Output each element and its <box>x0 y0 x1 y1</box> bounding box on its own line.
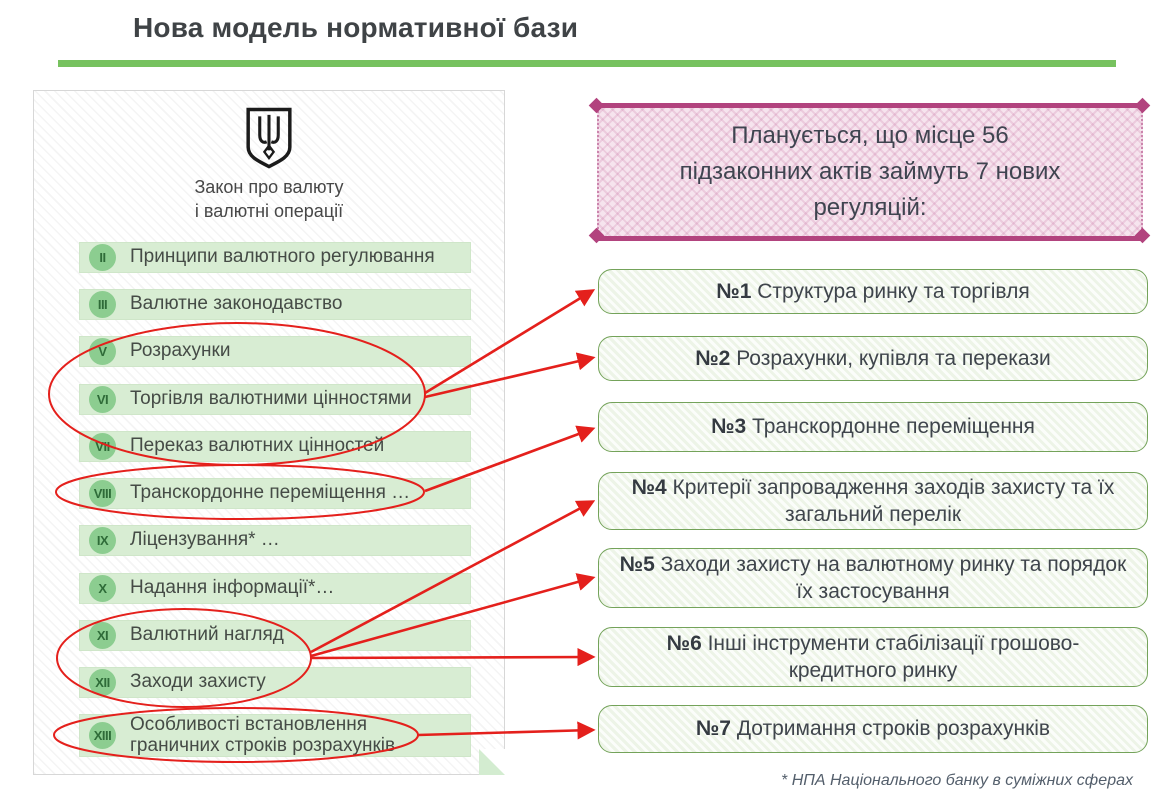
law-item-label: Валютний нагляд <box>130 624 284 646</box>
numeral-badge: VIII <box>89 480 116 507</box>
regulation-label: Дотримання строків розрахунків <box>736 717 1051 741</box>
law-item-xiii: XIII Особливості встановлення граничних … <box>79 714 471 757</box>
numeral-badge: XIII <box>89 722 116 749</box>
regulation-number: №7 <box>695 717 731 741</box>
title-underline <box>58 60 1116 67</box>
law-panel: Закон про валюту і валютні операції II П… <box>33 90 505 775</box>
regulation-number: №6 <box>666 631 702 655</box>
law-item-label: Заходи захисту <box>130 671 266 693</box>
law-item-label: Надання інформації*… <box>130 577 335 599</box>
regulation-number: №5 <box>619 552 655 576</box>
law-item-iii: III Валютне законодавство <box>79 289 471 320</box>
numeral-badge: VI <box>89 386 116 413</box>
regulation-box-3: №3 Транскордонне переміщення <box>598 402 1148 452</box>
law-item-ix: IX Ліцензування* … <box>79 525 471 556</box>
regulation-label: Інші інструменти стабілізації грошово-кр… <box>707 631 1080 682</box>
numeral-badge: VII <box>89 433 116 460</box>
law-item-label: Принципи валютного регулювання <box>130 246 435 268</box>
law-item-label: Розрахунки <box>130 340 231 362</box>
law-item-label: Переказ валютних цінностей <box>130 435 385 457</box>
law-item-ii: II Принципи валютного регулювання <box>79 242 471 273</box>
law-item-v: V Розрахунки <box>79 336 471 367</box>
regulation-label: Розрахунки, купівля та перекази <box>736 346 1051 370</box>
law-item-label: Особливості встановлення граничних строк… <box>130 713 396 756</box>
law-item-label: Ліцензування* … <box>130 529 280 551</box>
page-title: Нова модель нормативної бази <box>133 12 579 43</box>
numeral-badge: II <box>89 244 116 271</box>
footnote: * НПА Національного банку в суміжних сфе… <box>781 772 1133 789</box>
law-title-line2: і валютні операції <box>194 201 344 222</box>
numeral-badge: III <box>89 291 116 318</box>
law-item-xii: XII Заходи захисту <box>79 667 471 698</box>
page-fold-corner <box>479 749 505 775</box>
numeral-badge: XII <box>89 669 116 696</box>
numeral-badge: X <box>89 575 116 602</box>
numeral-badge: XI <box>89 622 116 649</box>
ukraine-trident-icon <box>34 105 504 171</box>
regulation-number: №2 <box>695 346 731 370</box>
law-item-x: X Надання інформації*… <box>79 573 471 604</box>
regulation-number: №4 <box>631 475 667 499</box>
law-item-viii: VIII Транскордонне переміщення … <box>79 478 471 509</box>
regulation-label: Структура ринку та торгівля <box>757 279 1030 303</box>
regulation-box-7: №7 Дотримання строків розрахунків <box>598 705 1148 753</box>
law-item-label: Валютне законодавство <box>130 293 343 315</box>
law-item-label: Транскордонне переміщення … <box>130 482 411 504</box>
law-item-xi: XI Валютний нагляд <box>79 620 471 651</box>
law-item-vii: VII Переказ валютних цінностей <box>79 431 471 462</box>
regulation-box-5: №5 Заходи захисту на валютному ринку та … <box>598 548 1148 608</box>
numeral-badge: IX <box>89 527 116 554</box>
regulation-box-6: №6 Інші інструменти стабілізації грошово… <box>598 627 1148 687</box>
regulation-number: №3 <box>711 415 747 439</box>
numeral-badge: V <box>89 338 116 365</box>
regulation-box-1: №1 Структура ринку та торгівля <box>598 269 1148 314</box>
regulation-box-2: №2 Розрахунки, купівля та перекази <box>598 336 1148 381</box>
law-item-label: Торгівля валютними цінностями <box>130 388 412 410</box>
regulation-box-4: №4 Критерії запровадження заходів захист… <box>598 472 1148 530</box>
regulation-number: №1 <box>716 279 752 303</box>
regulation-label: Заходи захисту на валютному ринку та пор… <box>660 552 1127 603</box>
law-title-line1: Закон про валюту <box>194 177 344 197</box>
plan-note-box: Планується, що місце 56 підзаконних акті… <box>597 103 1143 241</box>
law-item-vi: VI Торгівля валютними цінностями <box>79 384 471 415</box>
regulation-label: Транскордонне переміщення <box>752 415 1035 439</box>
law-title: Закон про валюту і валютні операції <box>34 175 504 224</box>
regulation-label: Критерії запровадження заходів захисту т… <box>672 475 1115 526</box>
plan-note-text: Планується, що місце 56 підзаконних акті… <box>679 122 1061 221</box>
